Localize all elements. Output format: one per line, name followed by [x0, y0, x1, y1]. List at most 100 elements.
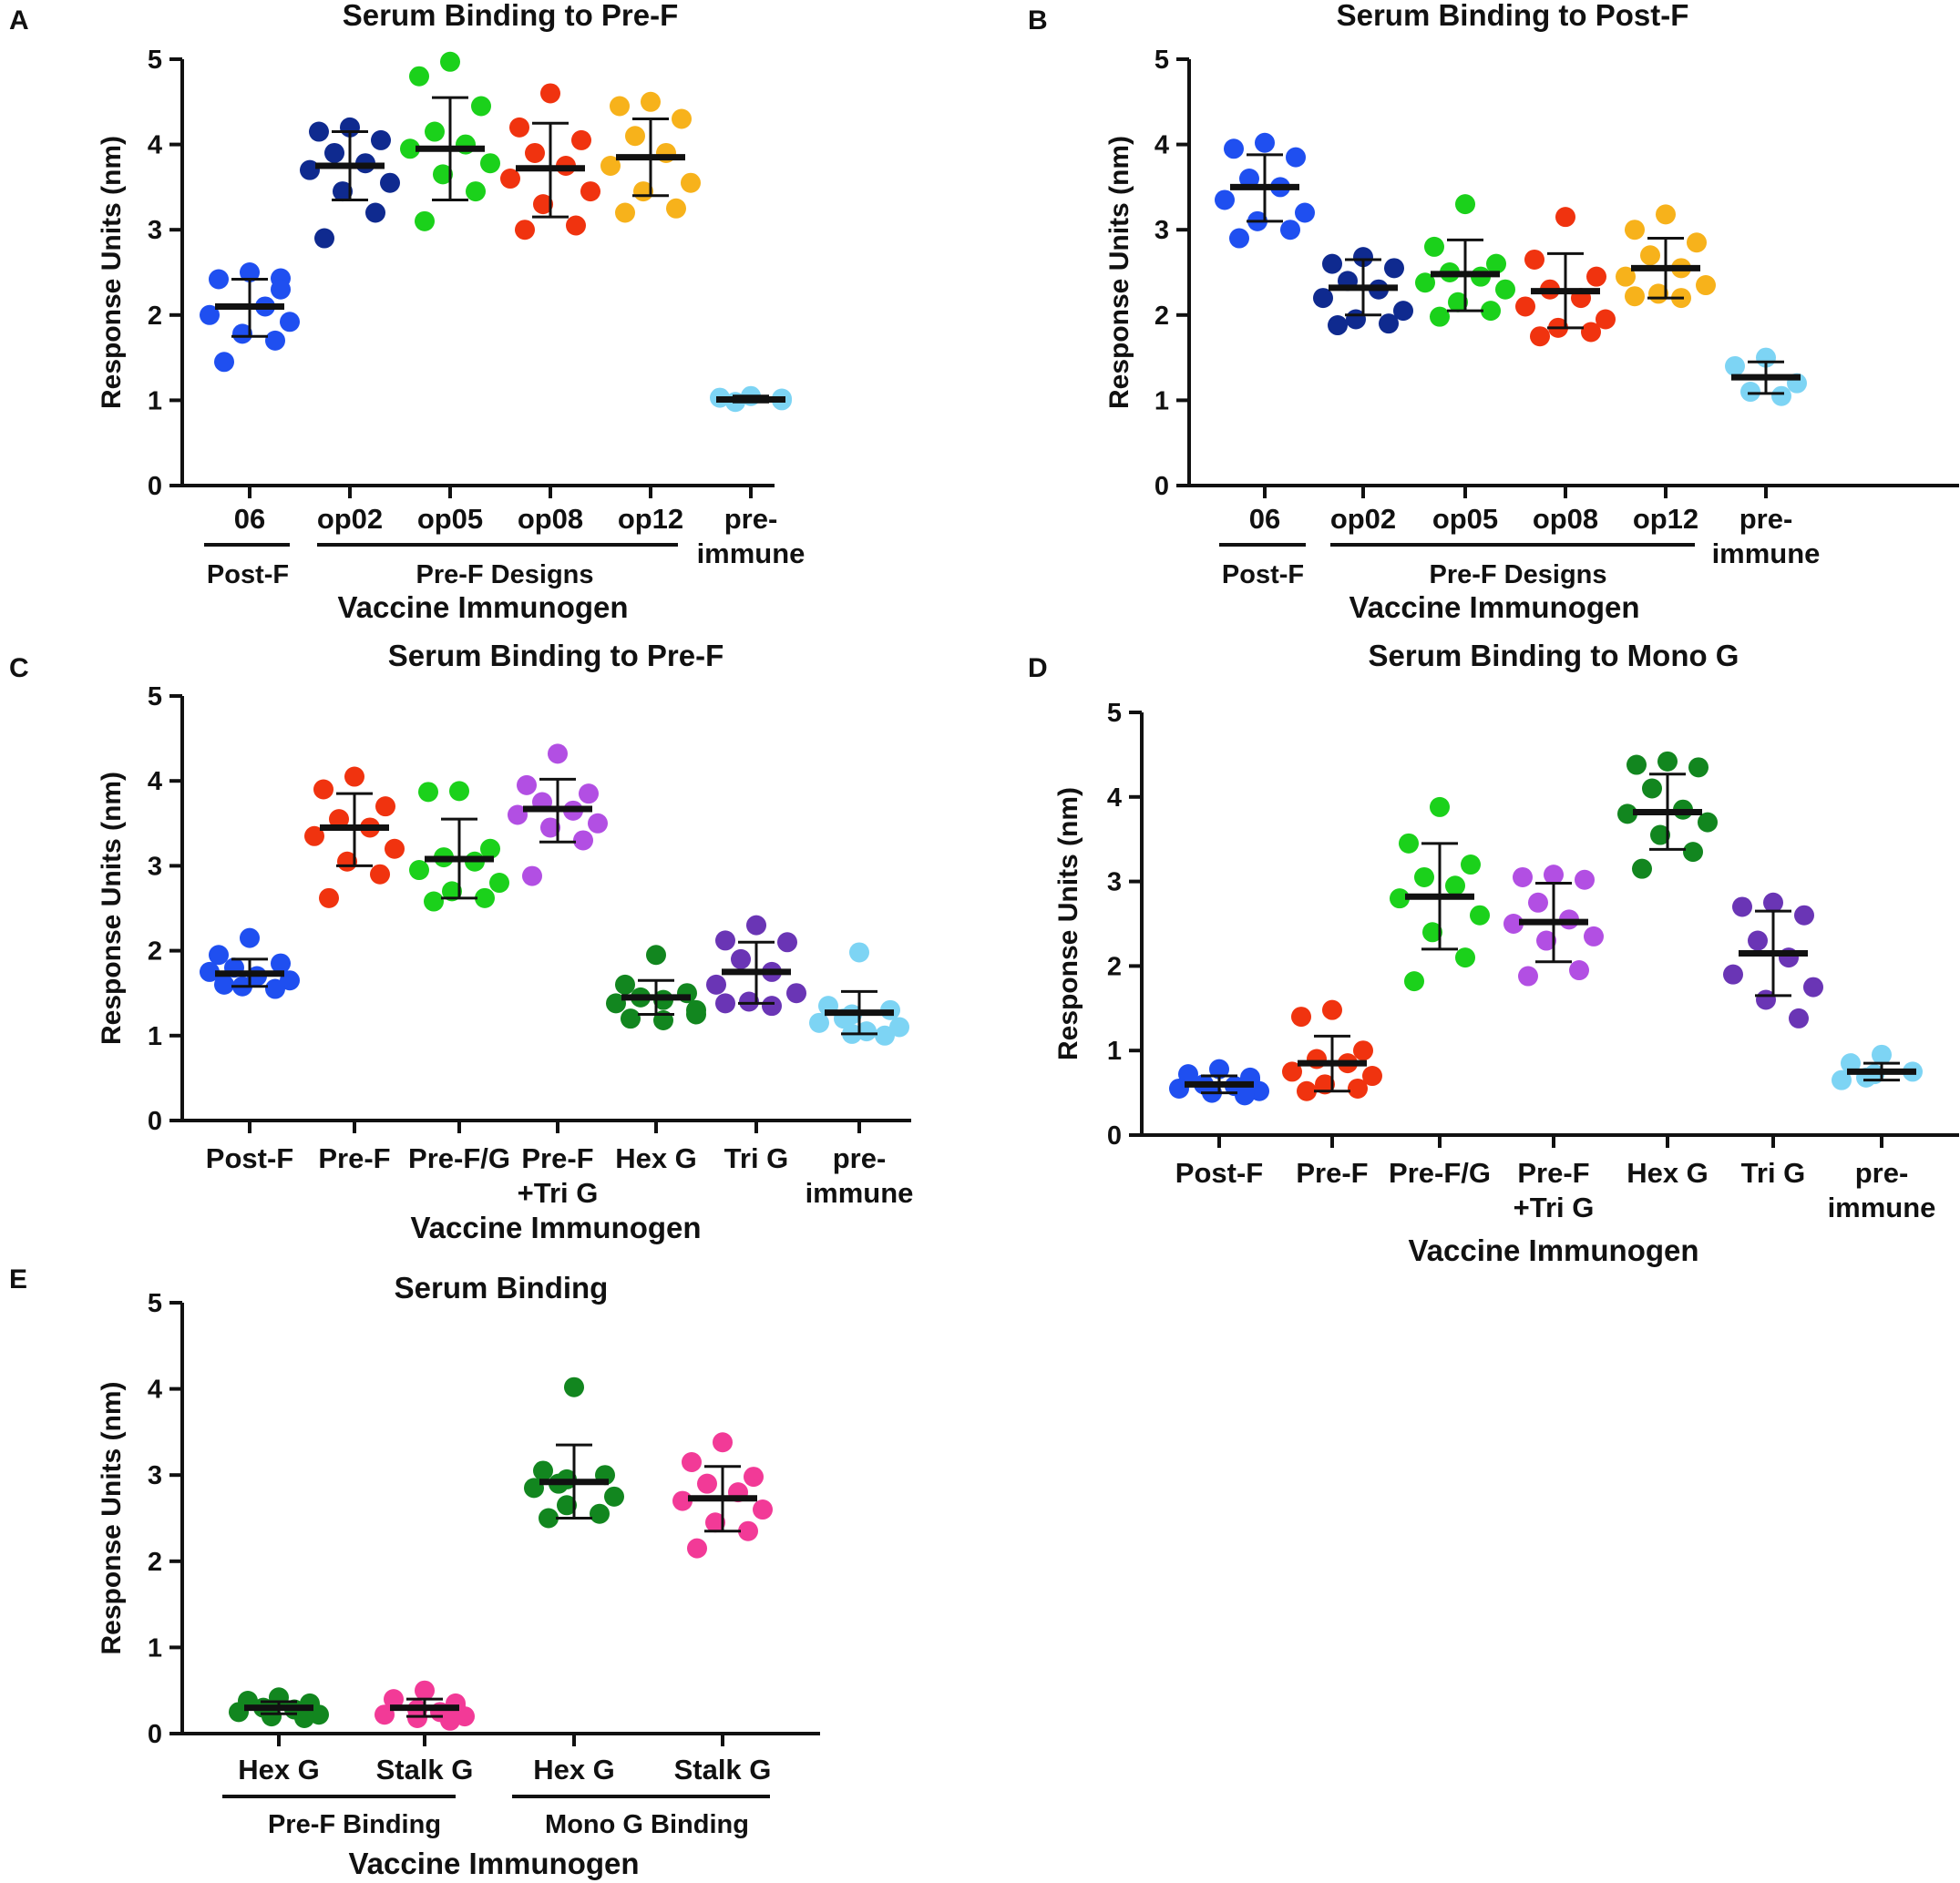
- data-point: [1596, 309, 1616, 330]
- series-pre-immune: [1832, 1044, 1923, 1148]
- data-point: [232, 323, 252, 344]
- y-axis-label: Response Units (nm): [1104, 136, 1134, 409]
- x-tick-label: op12: [1633, 503, 1698, 535]
- x-axis-title: Vaccine Immunogen: [348, 1847, 639, 1880]
- data-point: [1313, 288, 1333, 309]
- data-point: [1625, 286, 1645, 307]
- x-tick-label: Hex G: [615, 1142, 697, 1174]
- data-point: [1353, 1040, 1373, 1061]
- y-tick-label: 1: [1107, 1037, 1122, 1066]
- data-point: [681, 172, 701, 193]
- data-point: [682, 1452, 702, 1473]
- data-point: [1348, 1078, 1368, 1099]
- data-point: [442, 881, 462, 902]
- x-tick-label: op08: [1533, 503, 1598, 535]
- data-point: [324, 142, 344, 163]
- y-tick-label: 2: [1107, 952, 1122, 981]
- data-point: [433, 164, 453, 185]
- series-tri-g: [706, 915, 806, 1133]
- series-op02: [300, 117, 400, 498]
- panel-letter: A: [9, 5, 29, 36]
- data-point: [1688, 757, 1709, 778]
- y-tick-label: 2: [148, 302, 162, 331]
- data-point: [625, 126, 645, 147]
- data-point: [240, 927, 260, 948]
- y-tick-label: 4: [1154, 131, 1169, 160]
- chart-panel-e: E Serum Binding 0 1 2 3 4 5 Response Units (nm) H…: [9, 1264, 820, 1880]
- series-op05: [1415, 194, 1515, 498]
- data-point: [425, 121, 445, 142]
- data-point: [1422, 922, 1442, 943]
- y-tick-label: 1: [1154, 386, 1169, 415]
- data-point: [548, 743, 568, 764]
- data-point: [809, 1012, 829, 1033]
- data-point: [440, 1710, 460, 1731]
- x-tick-label: Stalk G: [376, 1754, 474, 1786]
- group-label: Mono G Binding: [545, 1810, 749, 1839]
- x-tick-label: immune: [1828, 1192, 1936, 1223]
- panel-letter: D: [1028, 653, 1048, 683]
- data-point: [1771, 385, 1791, 406]
- data-point: [687, 1538, 707, 1559]
- data-point: [1229, 228, 1249, 249]
- data-point: [739, 991, 759, 1012]
- data-point: [1656, 204, 1676, 225]
- x-tick-label: Pre-F/G: [1389, 1157, 1491, 1189]
- x-tick-label: op02: [317, 503, 383, 535]
- series-06: [200, 262, 300, 498]
- group-label: Pre-F Designs: [416, 560, 594, 589]
- data-point: [1362, 1066, 1382, 1087]
- data-point: [540, 83, 560, 104]
- data-point: [540, 817, 560, 838]
- x-tick-label: Stalk G: [674, 1754, 772, 1786]
- series-op05: [400, 51, 500, 498]
- data-point: [1696, 275, 1716, 296]
- series-pre-immune: [809, 942, 909, 1133]
- data-point: [262, 1706, 282, 1727]
- data-point: [314, 228, 334, 249]
- group-label: Pre-F Designs: [1430, 560, 1607, 589]
- data-point: [641, 91, 661, 112]
- data-point: [1461, 855, 1481, 875]
- data-point: [571, 129, 591, 150]
- x-axis-title: Vaccine Immunogen: [1408, 1233, 1698, 1267]
- chart-title: Serum Binding: [395, 1271, 609, 1305]
- chart-panel-b: B Serum Binding to Post-F 0 1 2 3 4 5 Response U…: [1028, 0, 1959, 624]
- data-point: [1328, 315, 1348, 336]
- data-point: [271, 279, 291, 300]
- data-point: [777, 932, 797, 953]
- data-point: [300, 159, 320, 180]
- series-stalk-g: [672, 1432, 773, 1746]
- data-point: [1286, 147, 1306, 168]
- data-point: [706, 974, 726, 995]
- y-tick-label: 3: [148, 852, 162, 881]
- x-axis-title: Vaccine Immunogen: [1349, 590, 1639, 624]
- chart-title: Serum Binding to Mono G: [1369, 639, 1739, 672]
- data-point: [329, 809, 349, 830]
- x-tick-label: op05: [417, 503, 483, 535]
- data-point: [849, 942, 869, 963]
- data-point: [418, 782, 438, 803]
- x-tick-label: op12: [618, 503, 683, 535]
- data-point: [424, 891, 444, 912]
- data-point: [672, 108, 692, 129]
- data-point: [524, 1478, 544, 1499]
- panel-letter: B: [1028, 5, 1048, 36]
- data-point: [1430, 796, 1450, 817]
- y-axis-label: Response Units (nm): [97, 136, 127, 409]
- y-tick-label: 4: [1107, 783, 1122, 813]
- data-point: [738, 1520, 758, 1541]
- data-point: [333, 181, 353, 202]
- y-tick-label: 3: [148, 216, 162, 245]
- data-point: [265, 330, 285, 351]
- y-axis-label: Response Units (nm): [1053, 787, 1083, 1060]
- data-point: [786, 983, 806, 1004]
- data-point: [229, 1702, 249, 1723]
- data-point: [686, 1004, 706, 1025]
- y-tick-label: 0: [1154, 472, 1169, 501]
- data-point: [1315, 1074, 1335, 1095]
- panel-letter: C: [9, 653, 29, 683]
- data-point: [1393, 301, 1413, 322]
- data-point: [1683, 842, 1703, 863]
- data-point: [1415, 272, 1435, 293]
